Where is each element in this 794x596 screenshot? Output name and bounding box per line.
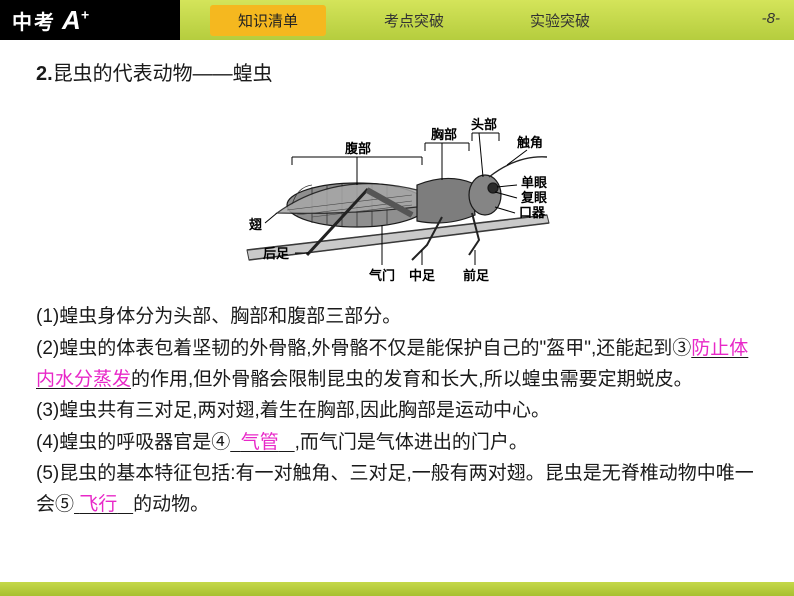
paragraph-2: (2)蝗虫的体表包着坚韧的外骨骼,外骨骼不仅是能保护自己的"盔甲",还能起到③防… bbox=[36, 333, 758, 396]
label-toubu: 头部 bbox=[471, 117, 497, 132]
footer-bar bbox=[0, 582, 794, 596]
title-number: 2. bbox=[36, 63, 53, 85]
label-kouqi: 口器 bbox=[519, 205, 546, 220]
body-text: (1)蝗虫身体分为头部、胸部和腹部三部分。 (2)蝗虫的体表包着坚韧的外骨骼,外… bbox=[36, 301, 758, 520]
section-title: 2.昆虫的代表动物——蝗虫 bbox=[36, 58, 758, 91]
logo-cn: 中考 bbox=[12, 6, 56, 35]
label-qianzu: 前足 bbox=[463, 268, 490, 283]
content-area: 2.昆虫的代表动物——蝗虫 bbox=[0, 40, 794, 521]
tab-experiment[interactable]: 实验突破 bbox=[502, 5, 618, 36]
locust-svg: 腹部 胸部 头部 触角 单眼 复眼 口器 翅 后足 气门 中足 前足 bbox=[217, 95, 577, 285]
label-chi: 翅 bbox=[248, 217, 262, 232]
label-fubu: 腹部 bbox=[345, 141, 371, 156]
label-chujiao: 触角 bbox=[516, 135, 543, 150]
answer-4: 气管 bbox=[241, 432, 279, 453]
logo-block: 中考 A+ bbox=[0, 0, 180, 40]
title-text: 昆虫的代表动物——蝗虫 bbox=[53, 63, 273, 85]
paragraph-5: (5)昆虫的基本特征包括:有一对触角、三对足,一般有两对翅。昆虫是无脊椎动物中唯… bbox=[36, 458, 758, 521]
logo-a: A+ bbox=[62, 5, 89, 36]
locust-diagram: 腹部 胸部 头部 触角 单眼 复眼 口器 翅 后足 气门 中足 前足 bbox=[36, 95, 758, 295]
label-fuyan: 复眼 bbox=[520, 190, 548, 205]
label-qimen: 气门 bbox=[369, 268, 395, 283]
paragraph-3: (3)蝗虫共有三对足,两对翅,着生在胸部,因此胸部是运动中心。 bbox=[36, 395, 758, 426]
tab-knowledge[interactable]: 知识清单 bbox=[210, 5, 326, 36]
paragraph-1: (1)蝗虫身体分为头部、胸部和腹部三部分。 bbox=[36, 301, 758, 332]
label-danyan: 单眼 bbox=[521, 175, 548, 190]
answer-5: 飞行 bbox=[79, 494, 117, 515]
label-xiongbu: 胸部 bbox=[431, 127, 457, 142]
label-zhongzu: 中足 bbox=[409, 268, 436, 283]
header-bar: 中考 A+ 知识清单 考点突破 实验突破 -8- bbox=[0, 0, 794, 40]
label-houzu: 后足 bbox=[263, 246, 290, 261]
tab-bar: 知识清单 考点突破 实验突破 bbox=[180, 0, 794, 40]
paragraph-4: (4)蝗虫的呼吸器官是④ 气管 ,而气门是气体进出的门户。 bbox=[36, 427, 758, 458]
page-number: -8- bbox=[762, 10, 780, 27]
tab-exam-points[interactable]: 考点突破 bbox=[356, 5, 472, 36]
